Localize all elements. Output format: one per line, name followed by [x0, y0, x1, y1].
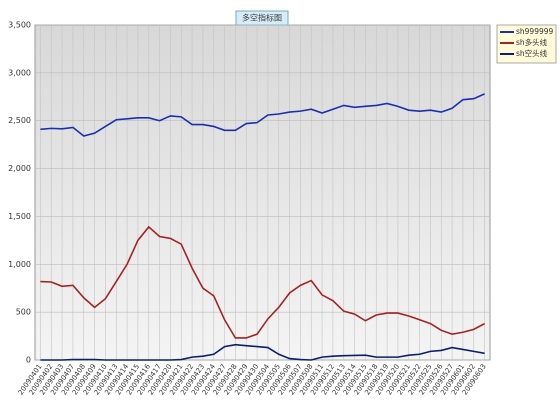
y-tick-label: 0: [26, 356, 31, 365]
y-tick-label: 3,500: [8, 21, 31, 30]
chart-title: 多空指标图: [242, 13, 282, 23]
legend-label: sh空头线: [516, 48, 548, 58]
series-line: [40, 225, 485, 339]
y-tick-label: 2,500: [8, 116, 31, 125]
series-line: [40, 343, 485, 361]
y-tick-label: 2,000: [8, 164, 31, 173]
series-line: [40, 93, 485, 137]
legend-label: sh999999: [516, 27, 554, 36]
y-tick-label: 1,500: [8, 212, 31, 221]
legend-label: sh多头线: [516, 37, 548, 47]
y-tick-label: 3,000: [8, 68, 31, 77]
y-tick-label: 1,000: [8, 260, 31, 269]
plot-area: [34, 24, 491, 361]
y-tick-label: 500: [16, 308, 31, 317]
